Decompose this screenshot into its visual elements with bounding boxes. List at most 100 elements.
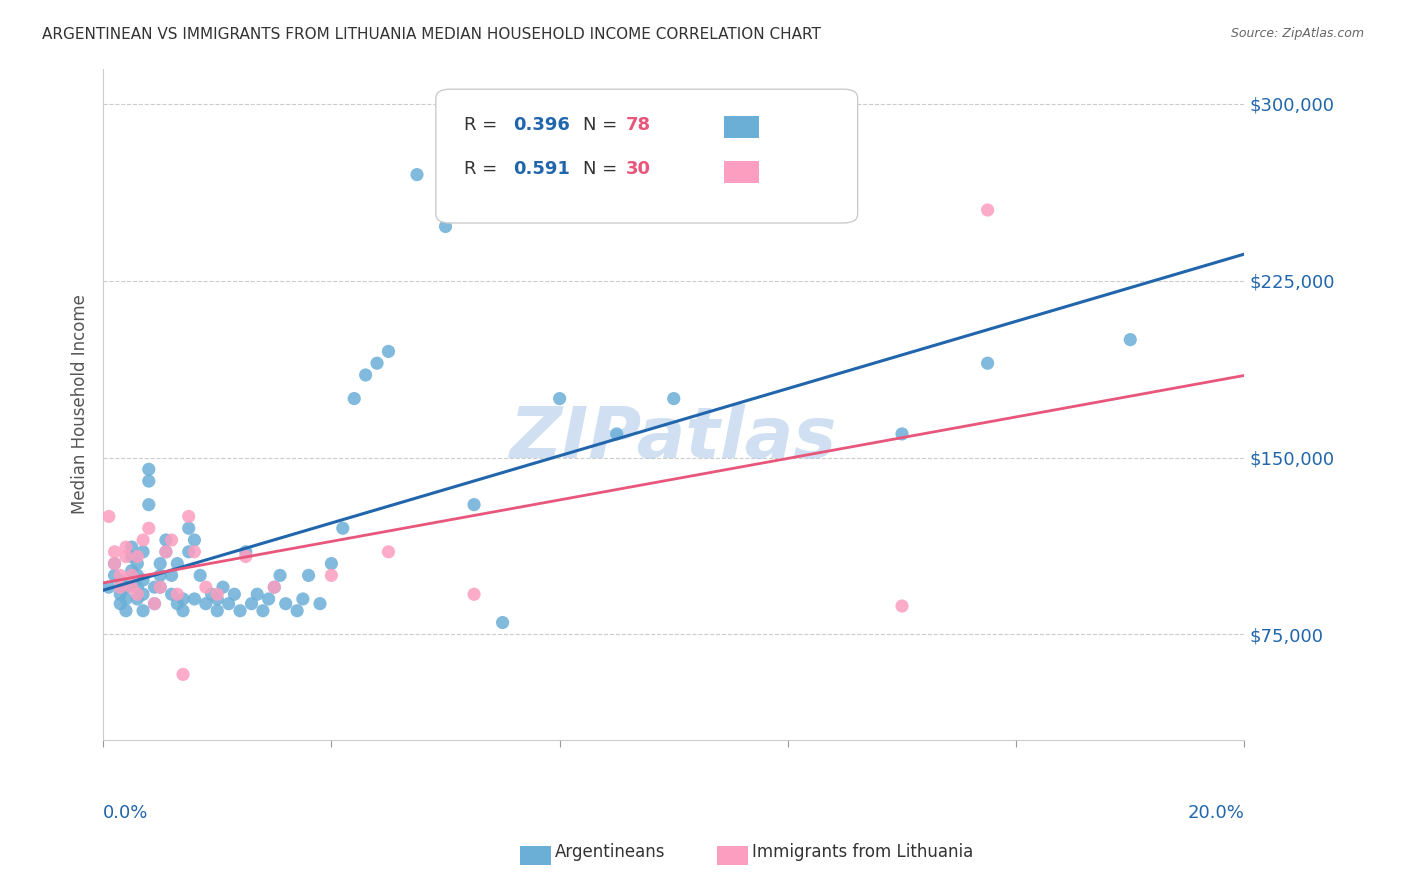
Argentineans [194, 597, 217, 611]
Argentineans [121, 549, 143, 564]
Argentineans [115, 604, 138, 618]
Argentineans [491, 615, 513, 630]
Argentineans [257, 591, 280, 606]
Argentineans [103, 557, 125, 571]
Argentineans [321, 557, 343, 571]
Text: 20.0%: 20.0% [1188, 804, 1244, 822]
Argentineans [143, 597, 166, 611]
Argentineans [166, 557, 188, 571]
Argentineans [177, 545, 200, 559]
Argentineans [229, 604, 252, 618]
Argentineans [548, 392, 571, 406]
Immigrants from Lithuania [207, 587, 229, 601]
Argentineans [377, 344, 399, 359]
Argentineans [155, 545, 177, 559]
Argentineans [115, 591, 138, 606]
Immigrants from Lithuania [127, 587, 149, 601]
Immigrants from Lithuania [463, 587, 485, 601]
Immigrants from Lithuania [263, 580, 285, 594]
Argentineans [235, 545, 257, 559]
Text: 0.591: 0.591 [513, 161, 569, 178]
Immigrants from Lithuania [183, 545, 205, 559]
Argentineans [121, 564, 143, 578]
Argentineans [240, 597, 263, 611]
Text: Argentineans: Argentineans [555, 843, 666, 861]
Text: Source: ZipAtlas.com: Source: ZipAtlas.com [1230, 27, 1364, 40]
Argentineans [177, 521, 200, 535]
Immigrants from Lithuania [321, 568, 343, 582]
Argentineans [212, 580, 235, 594]
Argentineans [172, 591, 194, 606]
Immigrants from Lithuania [110, 580, 132, 594]
Argentineans [354, 368, 377, 382]
Argentineans [103, 568, 125, 582]
Immigrants from Lithuania [172, 667, 194, 681]
Immigrants from Lithuania [115, 540, 138, 554]
Argentineans [132, 573, 155, 587]
Immigrants from Lithuania [127, 549, 149, 564]
Argentineans [172, 604, 194, 618]
Text: N =: N = [583, 161, 623, 178]
Argentineans [285, 604, 308, 618]
Immigrants from Lithuania [143, 597, 166, 611]
Immigrants from Lithuania [160, 533, 183, 547]
Text: 78: 78 [626, 116, 651, 134]
Argentineans [183, 591, 205, 606]
Argentineans [127, 591, 149, 606]
Argentineans [138, 498, 160, 512]
Argentineans [976, 356, 998, 370]
Argentineans [291, 591, 314, 606]
Argentineans [1119, 333, 1142, 347]
Text: 30: 30 [626, 161, 651, 178]
Argentineans [166, 597, 188, 611]
Argentineans [115, 580, 138, 594]
Immigrants from Lithuania [194, 580, 217, 594]
Immigrants from Lithuania [891, 599, 914, 613]
Argentineans [662, 392, 685, 406]
Argentineans [149, 557, 172, 571]
Argentineans [606, 426, 628, 441]
Argentineans [183, 533, 205, 547]
Argentineans [127, 580, 149, 594]
Immigrants from Lithuania [138, 521, 160, 535]
Argentineans [149, 580, 172, 594]
Argentineans [132, 604, 155, 618]
Argentineans [207, 604, 229, 618]
Immigrants from Lithuania [121, 580, 143, 594]
Text: Immigrants from Lithuania: Immigrants from Lithuania [752, 843, 973, 861]
Text: R =: R = [464, 116, 503, 134]
Argentineans [434, 219, 457, 234]
Argentineans [297, 568, 319, 582]
Argentineans [188, 568, 211, 582]
Argentineans [406, 168, 429, 182]
Argentineans [110, 597, 132, 611]
Immigrants from Lithuania [976, 202, 998, 217]
Argentineans [138, 474, 160, 488]
Argentineans [263, 580, 285, 594]
Argentineans [127, 568, 149, 582]
Argentineans [252, 604, 274, 618]
Argentineans [246, 587, 269, 601]
Argentineans [110, 573, 132, 587]
Argentineans [121, 540, 143, 554]
Text: ARGENTINEAN VS IMMIGRANTS FROM LITHUANIA MEDIAN HOUSEHOLD INCOME CORRELATION CHA: ARGENTINEAN VS IMMIGRANTS FROM LITHUANIA… [42, 27, 821, 42]
Argentineans [149, 568, 172, 582]
Argentineans [309, 597, 332, 611]
Immigrants from Lithuania [97, 509, 120, 524]
Text: ZIPatlas: ZIPatlas [510, 403, 838, 473]
Argentineans [224, 587, 246, 601]
Immigrants from Lithuania [166, 587, 188, 601]
Argentineans [138, 462, 160, 476]
Argentineans [132, 587, 155, 601]
Immigrants from Lithuania [177, 509, 200, 524]
Text: 0.0%: 0.0% [103, 804, 149, 822]
Argentineans [891, 426, 914, 441]
Argentineans [274, 597, 297, 611]
Immigrants from Lithuania [235, 549, 257, 564]
Argentineans [160, 587, 183, 601]
Argentineans [207, 591, 229, 606]
Argentineans [97, 580, 120, 594]
Argentineans [269, 568, 291, 582]
Immigrants from Lithuania [155, 545, 177, 559]
Argentineans [127, 557, 149, 571]
